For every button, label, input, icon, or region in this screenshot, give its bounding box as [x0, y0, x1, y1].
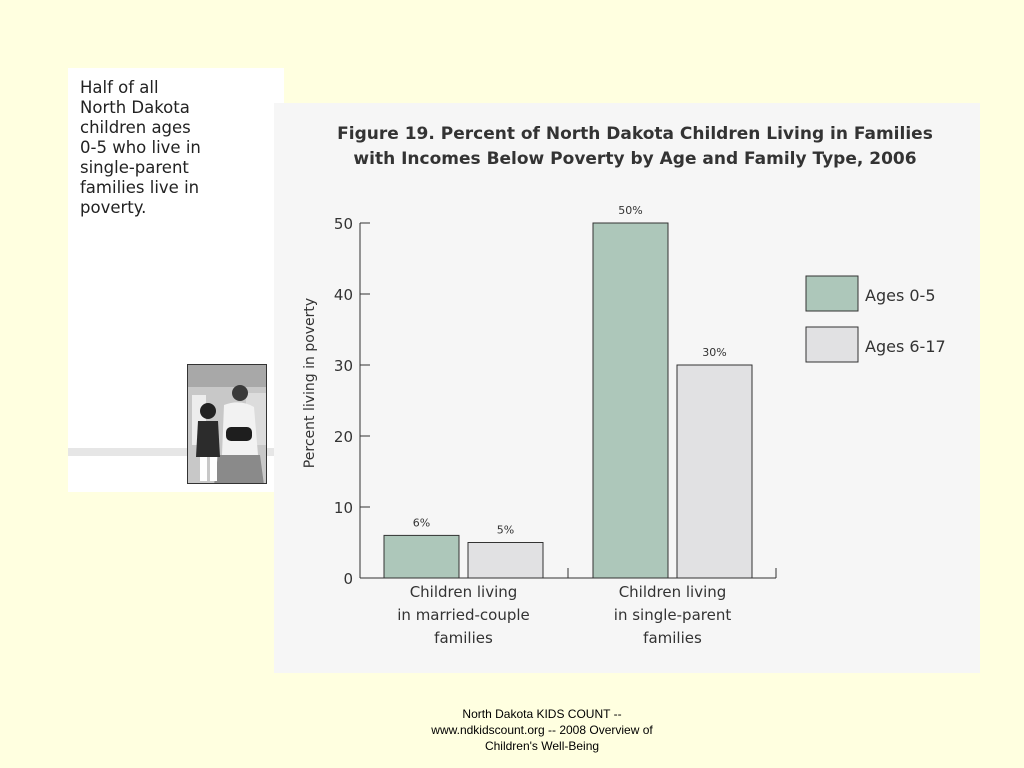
x-category-label-2-line-1: Children living	[619, 583, 727, 601]
sidebar-panel: Half of all North Dakota children ages 0…	[68, 68, 284, 492]
bar-ages-0-5-group-1	[383, 534, 460, 579]
family-photo	[187, 364, 267, 484]
legend-swatch-ages-0-5	[805, 275, 859, 312]
y-tick-label-2: 20	[334, 428, 353, 446]
y-tick-label-5: 50	[334, 215, 353, 233]
x-category-label-2-line-2: in single-parent	[614, 606, 732, 624]
bar-ages-6-17-group-1	[467, 542, 544, 579]
y-tick-label-0: 0	[343, 570, 353, 588]
data-label-ages-6-17-group-1: 5%	[497, 524, 514, 537]
bar-ages-6-17-group-2	[676, 364, 753, 579]
chart-title: Figure 19. Percent of North Dakota Child…	[290, 122, 980, 172]
data-label-ages-0-5-group-1: 6%	[413, 516, 430, 529]
footer-credit: North Dakota KIDS COUNT -- www.ndkidscou…	[431, 707, 653, 753]
sidebar-callout-text: Half of all North Dakota children ages 0…	[80, 78, 201, 217]
y-tick-label-1: 10	[334, 499, 353, 517]
chart-title-line-1: Figure 19. Percent of North Dakota Child…	[337, 124, 933, 144]
bar-ages-0-5-group-2	[592, 222, 669, 579]
y-tick-label-4: 40	[334, 286, 353, 304]
chart-title-line-2: with Incomes Below Poverty by Age and Fa…	[353, 149, 917, 169]
x-category-label-2-line-3: families	[643, 629, 702, 647]
legend-label-ages-6-17: Ages 6-17	[865, 337, 946, 356]
sidebar-divider	[68, 448, 284, 456]
data-label-ages-6-17-group-2: 30%	[702, 346, 726, 359]
x-category-label-1-line-3: families	[434, 629, 493, 647]
legend-label-ages-0-5: Ages 0-5	[865, 286, 936, 305]
legend-swatch-ages-6-17	[805, 326, 859, 363]
y-tick-label-3: 30	[334, 357, 353, 375]
data-label-ages-0-5-group-2: 50%	[618, 204, 642, 217]
y-axis-label: Percent living in poverty	[302, 298, 318, 468]
x-category-label-1-line-1: Children living	[410, 583, 518, 601]
x-category-label-1-line-2: in married-couple	[397, 606, 530, 624]
